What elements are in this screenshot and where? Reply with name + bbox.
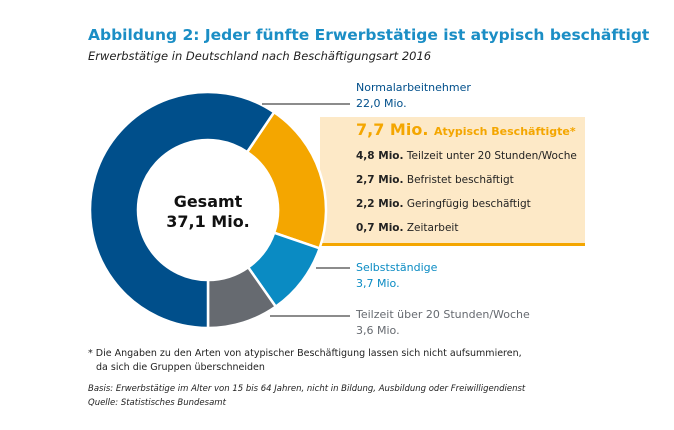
label-teilzeit: Teilzeit über 20 Stunden/Woche 3,6 Mio. — [356, 307, 530, 339]
breakdown-row: 4,8 Mio. Teilzeit unter 20 Stunden/Woche — [356, 150, 577, 162]
label-selbst-name: Selbstständige — [356, 261, 438, 274]
atypical-box — [320, 117, 585, 246]
breakdown-row: 0,7 Mio. Zeitarbeit — [356, 222, 458, 234]
source-notes: Basis: Erwerbstätige im Alter von 15 bis… — [88, 382, 525, 410]
label-normal-value: 22,0 Mio. — [356, 97, 407, 110]
label-selbst: Selbstständige 3,7 Mio. — [356, 260, 437, 292]
center-label: Gesamt 37,1 Mio. — [166, 192, 250, 232]
breakdown-value: 2,2 Mio. — [356, 198, 404, 210]
footnote-line1: * Die Angaben zu den Arten von atypische… — [88, 348, 522, 359]
label-normal-name: Normalarbeitnehmer — [356, 81, 471, 94]
center-label-line1: Gesamt — [173, 192, 243, 211]
breakdown-value: 4,8 Mio. — [356, 150, 404, 162]
breakdown-row: 2,2 Mio. Geringfügig beschäftigt — [356, 198, 531, 210]
chart-title: Abbildung 2: Jeder fünfte Erwerbstätige … — [88, 26, 650, 44]
source-note: Quelle: Statistisches Bundesamt — [88, 398, 226, 408]
basis-note: Basis: Erwerbstätige im Alter von 15 bis… — [88, 384, 526, 394]
breakdown-name: Geringfügig beschäftigt — [406, 198, 531, 210]
label-teilzeit-value: 3,6 Mio. — [356, 324, 400, 337]
center-label-line2: 37,1 Mio. — [166, 212, 250, 231]
label-selbst-value: 3,7 Mio. — [356, 277, 400, 290]
label-normal: Normalarbeitnehmer 22,0 Mio. — [356, 80, 471, 112]
breakdown-name: Befristet beschäftigt — [406, 174, 514, 186]
breakdown-value: 2,7 Mio. — [356, 174, 404, 186]
label-teilzeit-name: Teilzeit über 20 Stunden/Woche — [356, 308, 530, 321]
donut-slice-3 — [88, 90, 276, 330]
label-atypical-value: 7,7 Mio. — [356, 120, 429, 139]
footnote-line2: da sich die Gruppen überschneiden — [96, 362, 265, 373]
breakdown-value: 0,7 Mio. — [356, 222, 404, 234]
footnote: * Die Angaben zu den Arten von atypische… — [88, 347, 522, 375]
breakdown-name: Teilzeit unter 20 Stunden/Woche — [406, 150, 577, 162]
chart-subtitle: Erwerbstätige in Deutschland nach Beschä… — [88, 49, 432, 63]
breakdown-row: 2,7 Mio. Befristet beschäftigt — [356, 174, 514, 186]
label-atypical: 7,7 Mio. Atypisch Beschäftigte* — [356, 120, 576, 139]
label-atypical-name: Atypisch Beschäftigte* — [433, 125, 576, 138]
breakdown-name: Zeitarbeit — [406, 222, 459, 234]
